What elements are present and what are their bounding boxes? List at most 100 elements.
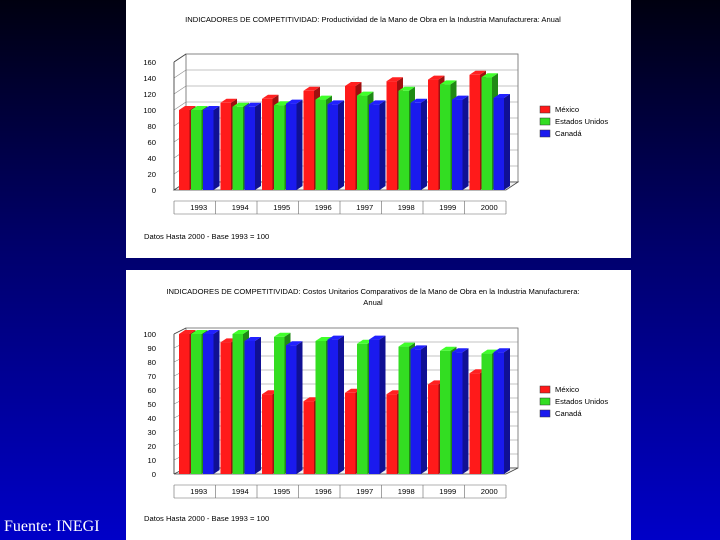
bar-front: [428, 79, 439, 190]
bar-side: [213, 106, 220, 190]
x-tick-label: 1993: [190, 203, 207, 212]
legend-label: Estados Unidos: [555, 397, 608, 406]
bar-top: [244, 102, 261, 107]
bar-front: [481, 77, 492, 190]
bar-side: [421, 345, 427, 474]
bar-front: [469, 74, 480, 190]
bar-front: [203, 110, 214, 190]
bar-front: [274, 105, 285, 190]
x-tick-label: 2000: [481, 203, 498, 212]
bar-top: [191, 330, 208, 334]
y-tick-label: 100: [143, 330, 156, 339]
x-tick-label: 1997: [356, 203, 373, 212]
legend-swatch: [539, 105, 551, 114]
bar-top: [203, 330, 220, 334]
bar-Canadá-1999: [452, 348, 469, 474]
bar-Canadá-1996: [327, 100, 344, 190]
legend-label: Canadá: [555, 129, 582, 138]
bar-front: [357, 343, 368, 474]
x-tick-label: 1996: [315, 203, 332, 212]
bar-Canadá-1997: [369, 100, 386, 190]
y-axis-top-edge: [173, 53, 187, 63]
bar-front: [369, 339, 380, 474]
bar-front: [398, 346, 409, 474]
legend-label: México: [555, 385, 579, 394]
bar-top: [315, 95, 332, 100]
bar-front: [440, 84, 451, 190]
bar-front: [493, 98, 504, 190]
x-tick-label: 1998: [398, 487, 415, 496]
chart-title-line: INDICADORES DE COMPETITIVIDAD: Costos Un…: [166, 287, 579, 296]
bar-top: [232, 330, 249, 334]
bar-side: [421, 98, 427, 190]
y-tick-label: 40: [148, 414, 156, 423]
bar-top: [493, 348, 510, 353]
y-tick-label: 60: [148, 138, 156, 147]
x-tick-label: 1994: [232, 487, 249, 496]
bar-top: [452, 348, 469, 353]
bar-top: [220, 98, 237, 103]
bar-side: [504, 94, 510, 190]
bar-top: [440, 80, 457, 85]
bar-top: [398, 342, 415, 347]
x-tick-label: 1995: [273, 487, 290, 496]
bar-Canadá-1995: [286, 341, 303, 474]
y-tick-label: 50: [148, 400, 156, 409]
bar-side: [504, 348, 510, 474]
y-tick-label: 140: [143, 74, 156, 83]
bar-side: [338, 335, 344, 474]
bar-top: [469, 70, 486, 75]
bar-side: [379, 335, 386, 474]
gridline-side: [173, 69, 187, 79]
x-tick-label: 1995: [273, 203, 290, 212]
bar-front: [220, 102, 231, 190]
bar-front: [452, 352, 463, 474]
x-tick-label: 1993: [190, 487, 207, 496]
y-tick-label: 0: [152, 470, 156, 479]
bar-Canadá-1994: [244, 337, 261, 474]
bar-front: [191, 334, 202, 474]
bar-side: [255, 337, 261, 474]
bar-Canadá-2000: [493, 94, 510, 190]
x-tick-label: 1999: [439, 203, 456, 212]
y-tick-label: 80: [148, 122, 156, 131]
gridline-side: [173, 85, 187, 95]
legend-swatch: [539, 117, 551, 126]
bar-top: [179, 330, 196, 334]
bar-side: [379, 100, 386, 190]
chart-footnote: Datos Hasta 2000 - Base 1993 = 100: [144, 232, 269, 241]
bar-front: [232, 106, 243, 190]
bar-front: [315, 99, 326, 190]
bar-top: [315, 337, 332, 341]
y-tick-label: 0: [152, 186, 156, 195]
bar-side: [296, 341, 303, 474]
source-label: Fuente: INEGI: [4, 518, 100, 535]
gridline-side: [173, 101, 187, 111]
bar-front: [303, 90, 314, 190]
bar-front: [398, 90, 409, 190]
bar-top: [369, 100, 386, 105]
bar-Canadá-2000: [493, 348, 510, 474]
bar-Canadá-1999: [452, 95, 469, 190]
bar-front: [327, 339, 338, 474]
bar-front: [410, 349, 421, 474]
bar-top: [203, 106, 220, 110]
bar-front: [274, 336, 285, 474]
bar-front: [345, 392, 356, 474]
bar-top: [274, 332, 291, 337]
bar-front: [345, 86, 356, 190]
bar-top: [410, 345, 427, 350]
x-tick-label: 1996: [315, 487, 332, 496]
bar-front: [191, 110, 202, 190]
bar-front: [469, 373, 480, 474]
bar-top: [179, 106, 196, 110]
bar-Canadá-1993: [203, 330, 220, 474]
bar-front: [327, 104, 338, 190]
bar-front: [428, 384, 439, 474]
bar-top: [327, 100, 344, 105]
y-tick-label: 10: [148, 456, 156, 465]
bar-top: [452, 95, 469, 100]
bar-front: [481, 353, 492, 474]
y-tick-label: 40: [148, 154, 156, 163]
bar-top: [369, 335, 386, 340]
